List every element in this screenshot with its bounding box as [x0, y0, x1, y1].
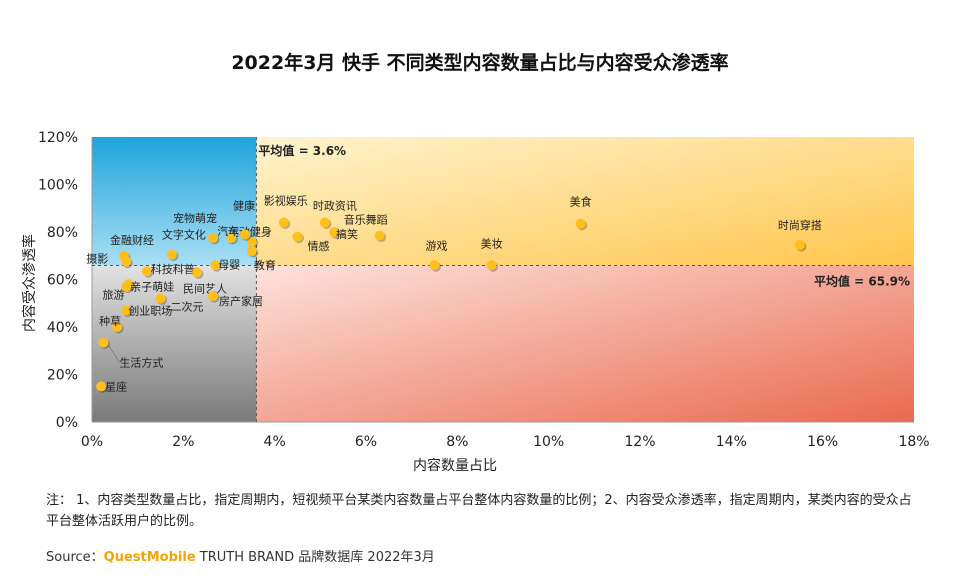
x-tick-label: 18% — [898, 434, 929, 450]
data-point — [794, 240, 805, 251]
scatter-chart: 0% 2% 4% 6% 8% 10% 12% 14% 16% 18% 0% 20% 40% 60% 80% 1… — [21, 130, 930, 474]
data-point — [121, 256, 132, 267]
data-point-label: 时尚穿搭 — [778, 218, 822, 232]
y-tick-label: 0% — [56, 415, 78, 431]
data-point-label: 运动健身 — [228, 225, 272, 239]
chart-title: 2022年3月 快手 不同类型内容数量占比与内容受众渗透率 — [231, 52, 729, 74]
x-axis-label: 内容数量占比 — [413, 457, 497, 474]
source-line: Source：QuestMobile TRUTH BRAND 品牌数据库 202… — [46, 546, 435, 565]
y-tick-label: 80% — [47, 225, 78, 241]
x-tick-label: 2% — [172, 434, 194, 450]
data-point-label: 健康 — [233, 198, 255, 212]
x-tick-label: 12% — [624, 434, 655, 450]
data-point — [112, 322, 123, 332]
x-tick-label: 4% — [264, 434, 286, 450]
data-point-label: 时政资讯 — [313, 199, 357, 213]
source-suffix: TRUTH BRAND 品牌数据库 2022年3月 — [195, 550, 435, 565]
x-tick-label: 14% — [716, 434, 747, 450]
data-point-label: 摄影 — [86, 252, 108, 266]
data-point — [166, 249, 177, 260]
data-point-label: 种草 — [99, 314, 121, 328]
data-point — [121, 281, 132, 292]
data-point-label: 音乐舞蹈 — [344, 213, 388, 227]
data-point — [575, 218, 586, 229]
data-point — [292, 231, 303, 242]
y-tick-label: 20% — [47, 368, 78, 384]
y-tick-label: 100% — [38, 178, 78, 194]
data-point — [329, 227, 340, 237]
data-point-label: 旅游 — [103, 287, 125, 301]
data-point — [98, 337, 109, 348]
data-point — [319, 217, 330, 228]
data-point — [246, 246, 257, 256]
data-point-label: 生活方式 — [119, 355, 163, 369]
data-point-label: 民间艺人 — [183, 282, 227, 295]
x-tick-label: 6% — [355, 434, 377, 450]
x-tick-label: 0% — [81, 434, 103, 450]
data-point-label: 文字文化 — [162, 228, 206, 242]
quadrant-bottom-left — [92, 265, 257, 422]
data-point — [429, 260, 440, 271]
data-point-label: 亲子萌娃 — [130, 280, 174, 294]
y-tick-label: 60% — [47, 273, 78, 289]
data-point-label: 创业职场 — [128, 303, 172, 317]
data-point — [278, 217, 289, 228]
data-point-label: 游戏 — [426, 239, 448, 252]
y-tick-label: 120% — [38, 130, 78, 146]
data-point — [155, 293, 166, 304]
data-point-label: 搞笑 — [336, 227, 358, 241]
data-point — [210, 260, 221, 271]
data-point-label: 教育 — [254, 258, 276, 272]
data-point — [192, 267, 203, 278]
x-tick-label: 8% — [446, 434, 468, 450]
source-prefix: Source： — [46, 550, 104, 565]
data-point-label: 房产家居 — [219, 294, 263, 308]
avg-x-label: 平均值 = 3.6% — [258, 143, 346, 158]
data-point — [121, 305, 132, 316]
x-tick-label: 10% — [533, 434, 564, 450]
data-point-label: 宠物萌宠 — [173, 211, 217, 225]
data-point-label: 美妆 — [481, 237, 503, 250]
leader-line — [109, 346, 120, 363]
quadrant-bottom-right — [256, 265, 914, 422]
data-point-label: 情感 — [308, 240, 330, 253]
data-point — [141, 266, 152, 277]
x-tick-label: 16% — [807, 434, 838, 450]
quadrant-top-left — [92, 137, 257, 266]
data-point-label: 母婴 — [218, 258, 240, 271]
data-point — [226, 232, 237, 243]
data-point — [239, 229, 250, 240]
avg-y-label: 平均值 = 65.9% — [814, 273, 910, 288]
data-point-label: 金融财经 — [110, 233, 154, 247]
data-point-label: 汽车 — [217, 224, 239, 238]
brand-logo-text: QuestMobile — [103, 550, 196, 565]
y-tick-label: 40% — [47, 320, 78, 336]
data-point-label: 二次元 — [171, 300, 204, 314]
data-point-label: 科技科普 — [151, 262, 195, 276]
data-point-label: 影视娱乐 — [264, 194, 308, 208]
data-point — [246, 236, 257, 247]
data-point — [96, 381, 107, 392]
footnote: 注： 1、内容类型数量占比，指定周期内，短视频平台某类内容数量占平台整体内容数量… — [46, 493, 912, 529]
data-point-label: 美食 — [570, 195, 592, 209]
data-point — [208, 232, 219, 243]
data-point-label: 星座 — [105, 379, 127, 393]
data-point — [374, 230, 385, 241]
data-point — [486, 260, 497, 271]
y-axis-label: 内容受众渗透率 — [21, 234, 38, 332]
data-point — [208, 291, 219, 302]
